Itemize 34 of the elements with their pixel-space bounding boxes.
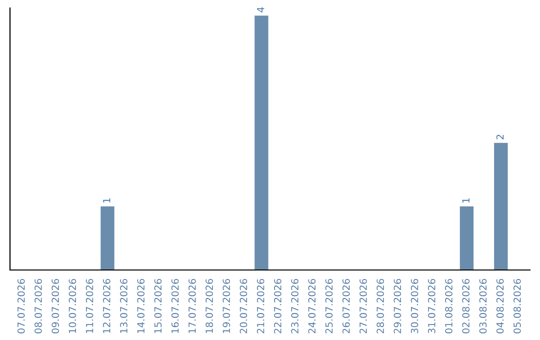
x-tick-label: 17.07.2026: [188, 278, 196, 333]
x-tick-label: 08.07.2026: [34, 278, 42, 334]
data-label: 2: [496, 134, 504, 140]
data-label: 1: [462, 198, 470, 203]
x-tick-label: 18.07.2026: [206, 278, 213, 333]
x-tick-label: 15.07.2026: [154, 278, 162, 333]
x-tick-label: 23.07.2026: [291, 278, 298, 334]
x-tick-label: 20.07.2026: [240, 278, 248, 334]
x-tick-label: 04.08.2026: [496, 278, 504, 334]
x-tick-label: 24.07.2026: [308, 278, 316, 334]
x-tick-label: 27.07.2026: [360, 278, 367, 334]
x-tick-label: 28.07.2026: [376, 278, 384, 334]
x-tick-label: 05.08.2026: [513, 278, 521, 334]
x-tick-label: 03.08.2026: [479, 278, 487, 334]
data-label: 1: [103, 198, 110, 203]
x-tick-label: 07.07.2026: [17, 278, 25, 334]
x-tick-label: 13.07.2026: [120, 278, 128, 333]
x-tick-label: 30.07.2026: [410, 278, 418, 334]
data-label: 4: [257, 7, 264, 12]
x-tick-label: 02.08.2026: [462, 278, 470, 334]
x-tick-label: 22.07.2026: [274, 278, 282, 334]
x-tick-label: 12.07.2026: [102, 278, 110, 333]
x-tick-label: 16.07.2026: [171, 278, 179, 333]
x-tick-label: 19.07.2026: [222, 278, 230, 333]
x-tick-label: 14.07.2026: [137, 278, 145, 333]
x-tick-label: 31.07.2026: [428, 278, 436, 334]
x-tick-label: 10.07.2026: [68, 278, 76, 333]
x-tick-label: 09.07.2026: [52, 278, 60, 334]
x-tick-label: 11.07.2026: [86, 278, 94, 333]
x-tick-label: 29.07.2026: [394, 278, 402, 334]
x-tick-label: 25.07.2026: [325, 278, 333, 334]
x-tick-label: 01.08.2026: [445, 278, 452, 334]
x-tick-label: 21.07.2026: [256, 278, 264, 334]
x-tick-label: 26.07.2026: [342, 278, 350, 334]
